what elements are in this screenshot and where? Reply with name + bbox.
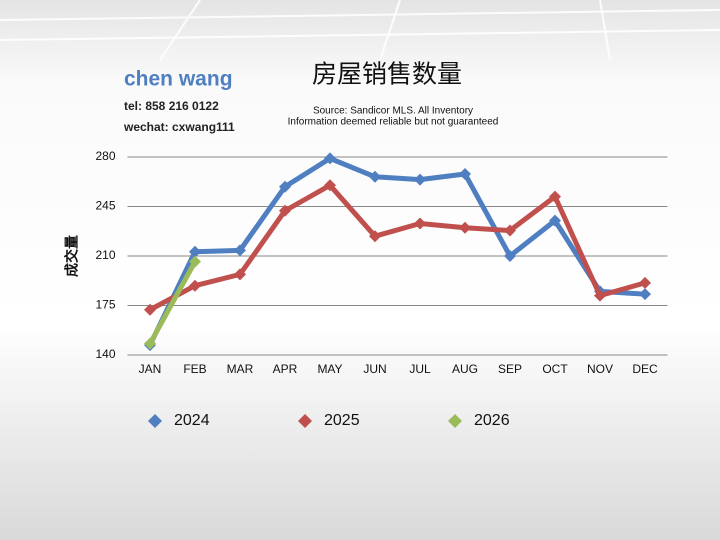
y-tick-label: 175 (95, 298, 115, 312)
x-tick-label: JAN (139, 362, 162, 376)
author-wechat: wechat: cxwang111 (123, 120, 235, 134)
data-point (324, 152, 336, 165)
series-line (147, 155, 646, 347)
data-point (414, 173, 426, 186)
data-point (459, 167, 471, 180)
data-point (279, 180, 291, 193)
data-point (144, 337, 156, 350)
y-tick-label: 210 (95, 248, 115, 262)
annotation: Information deemed reliable but not guar… (288, 117, 499, 128)
data-point (549, 190, 561, 203)
x-tick-label: DEC (632, 362, 658, 376)
data-point (234, 268, 246, 281)
y-tick-label: 245 (95, 199, 115, 213)
data-point (189, 279, 201, 292)
data-point (369, 230, 381, 243)
legend-label: 2026 (474, 412, 510, 429)
data-point (144, 303, 156, 316)
y-axis-label: 成交量 (64, 235, 80, 277)
x-tick-label: MAR (227, 362, 254, 376)
data-point (189, 255, 201, 268)
author-tel: tel: 858 216 0122 (124, 99, 219, 113)
x-tick-label: OCT (542, 362, 568, 376)
legend-marker (298, 414, 312, 428)
data-point (639, 276, 651, 289)
data-point (234, 244, 246, 257)
x-tick-label: SEP (498, 362, 522, 376)
data-point (324, 179, 336, 192)
author-name: chen wang (124, 68, 233, 91)
legend-label: 2024 (174, 412, 210, 429)
annotation: Source: Sandicor MLS. All Inventory (313, 106, 473, 117)
x-tick-label: JUN (363, 362, 386, 376)
x-tick-label: MAY (317, 362, 342, 376)
x-tick-label: FEB (183, 362, 206, 376)
data-point (504, 250, 516, 262)
data-point (414, 217, 426, 230)
legend-marker (148, 414, 162, 428)
x-tick-label: JUL (409, 362, 431, 376)
data-point (549, 214, 561, 227)
x-tick-label: APR (273, 362, 298, 376)
series-line (147, 260, 198, 345)
series-line (148, 182, 646, 312)
x-tick-label: AUG (452, 362, 478, 376)
chart-title: 房屋销售数量 (312, 61, 462, 89)
data-point (594, 289, 606, 302)
decor-grid (0, 0, 720, 61)
legend-marker (448, 414, 462, 428)
data-point (279, 204, 291, 217)
data-point (189, 245, 201, 258)
data-point (639, 288, 651, 301)
data-point (369, 170, 381, 183)
data-point (504, 224, 516, 237)
legend-label: 2025 (324, 412, 360, 429)
y-tick-label: 140 (95, 347, 115, 361)
y-tick-label: 280 (95, 149, 115, 163)
x-tick-label: NOV (587, 362, 613, 376)
data-point (459, 221, 471, 234)
